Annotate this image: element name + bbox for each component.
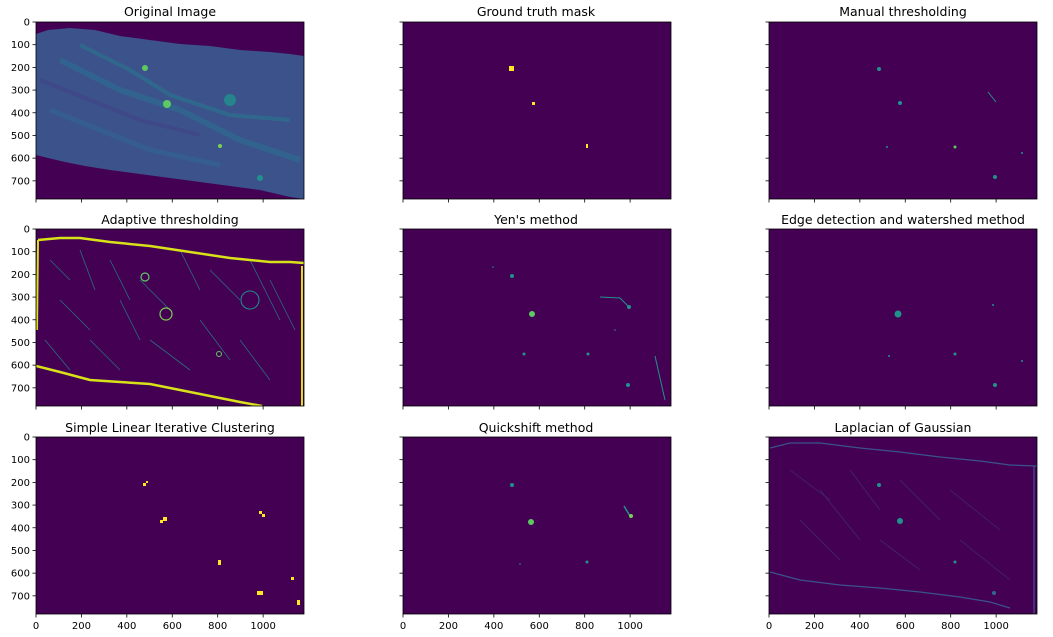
y-tick-label: 100 <box>11 455 30 466</box>
x-tick-label: 400 <box>484 621 503 632</box>
x-tick-label: 600 <box>896 621 915 632</box>
axes-frame <box>402 21 672 200</box>
y-tick-label: 600 <box>11 569 30 580</box>
quickshift-mask <box>403 437 671 614</box>
y-tick-label: 200 <box>11 270 30 281</box>
x-tick-label: 600 <box>530 621 549 632</box>
y-tick-label: 300 <box>11 501 30 512</box>
axes-frame <box>35 436 305 615</box>
y-tick-label: 100 <box>11 40 30 51</box>
y-tick-label: 400 <box>11 523 30 534</box>
x-tick-label: 0 <box>33 621 39 632</box>
y-tick-label: 0 <box>24 225 30 236</box>
y-tick-label: 500 <box>11 131 30 142</box>
x-tick-label: 1000 <box>617 621 642 632</box>
x-tick-label: 1000 <box>250 621 275 632</box>
x-tick-label: 0 <box>766 621 772 632</box>
log-mask <box>769 437 1037 614</box>
axes-frame <box>768 436 1038 615</box>
x-tick-label: 800 <box>208 621 227 632</box>
y-tick-label: 500 <box>11 338 30 349</box>
axes-frame <box>402 228 672 407</box>
x-tick-label: 800 <box>575 621 594 632</box>
y-tick-label: 0 <box>24 18 30 29</box>
panel-title: Quickshift method <box>479 420 594 435</box>
y-tick-label: 400 <box>11 108 30 119</box>
axes-frame <box>35 228 305 407</box>
y-tick-label: 400 <box>11 315 30 326</box>
panel-title: Laplacian of Gaussian <box>835 420 972 435</box>
y-tick-label: 700 <box>11 591 30 602</box>
panel-title: Simple Linear Iterative Clustering <box>65 420 275 435</box>
panel-title: Manual thresholding <box>839 4 967 19</box>
x-tick-label: 400 <box>117 621 136 632</box>
y-tick-label: 700 <box>11 383 30 394</box>
x-tick-label: 800 <box>941 621 960 632</box>
x-tick-label: 200 <box>439 621 458 632</box>
y-tick-label: 500 <box>11 546 30 557</box>
adaptive-thresholding-mask <box>36 229 304 406</box>
y-tick-label: 300 <box>11 86 30 97</box>
y-tick-label: 600 <box>11 361 30 372</box>
x-tick-label: 600 <box>163 621 182 632</box>
y-tick-label: 200 <box>11 63 30 74</box>
y-tick-label: 0 <box>24 433 30 444</box>
slic-mask <box>36 437 304 614</box>
edge-watershed-mask <box>769 229 1037 406</box>
panel-title: Edge detection and watershed method <box>781 212 1025 227</box>
axes-frame <box>402 436 672 615</box>
y-tick-label: 700 <box>11 176 30 187</box>
x-tick-label: 200 <box>805 621 824 632</box>
x-tick-label: 200 <box>72 621 91 632</box>
panel-title: Original Image <box>124 4 216 19</box>
panel-title: Yen's method <box>493 212 578 227</box>
axes-frame <box>35 21 305 200</box>
yen-mask <box>403 229 671 406</box>
x-tick-label: 1000 <box>983 621 1008 632</box>
ground-truth-mask <box>403 22 671 199</box>
panel-title: Adaptive thresholding <box>101 212 239 227</box>
original-image <box>36 22 304 199</box>
axes-frame <box>768 21 1038 200</box>
manual-thresholding-mask <box>769 22 1037 199</box>
x-tick-label: 0 <box>400 621 406 632</box>
panel-title: Ground truth mask <box>477 4 596 19</box>
y-tick-label: 200 <box>11 478 30 489</box>
axes-frame <box>768 228 1038 407</box>
x-tick-label: 400 <box>850 621 869 632</box>
y-tick-label: 100 <box>11 247 30 258</box>
y-tick-label: 600 <box>11 154 30 165</box>
y-tick-label: 300 <box>11 293 30 304</box>
